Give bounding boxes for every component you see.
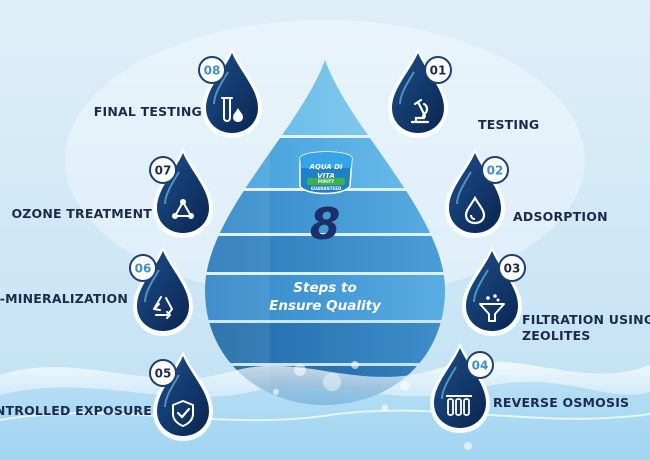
- water-drop-icon: [464, 195, 486, 225]
- brand-logo: [299, 151, 353, 195]
- step-07-number: 07: [155, 164, 172, 178]
- shield-check-icon: [172, 400, 194, 427]
- step-06-number: 06: [135, 262, 152, 276]
- drop-band-4: [205, 236, 445, 272]
- step-02-badge: 02: [481, 156, 509, 184]
- step-06-drop: 06: [129, 246, 193, 336]
- drop-band-3: [205, 191, 445, 233]
- step-drop-shape: [157, 153, 209, 233]
- step-01-badge: 01: [424, 56, 452, 84]
- tagline-line-1: Steps to: [293, 280, 357, 296]
- step-08-badge: 08: [198, 56, 226, 84]
- step-07-badge: 07: [149, 156, 177, 184]
- step-04-badge: 04: [466, 351, 494, 379]
- microscope-icon: [410, 98, 430, 124]
- step-02-number: 02: [487, 164, 504, 178]
- drop-band-5: [205, 275, 445, 320]
- step-08-number: 08: [204, 64, 221, 78]
- step-07-drop: 07: [149, 148, 213, 238]
- step-03-label-line2: ZEOLITES: [522, 328, 591, 343]
- tagline-line-2: Ensure Quality: [269, 298, 381, 314]
- step-drop-shape: [137, 251, 189, 331]
- step-01-label: TESTING: [478, 117, 540, 132]
- step-06-badge: 06: [129, 254, 157, 282]
- step-07-label: OZONE TREATMENT: [11, 206, 152, 221]
- step-05-drop: 05: [149, 351, 213, 441]
- step-drop-shape: [466, 251, 518, 331]
- funnel-filter-icon: [479, 294, 505, 322]
- step-04-number: 04: [472, 359, 489, 373]
- step-08-drop: 08: [198, 48, 262, 138]
- step-drop-shape: [157, 356, 209, 436]
- step-drops: 01 02 03 04 05 06 07 08: [129, 48, 526, 441]
- step-03-number: 03: [504, 262, 521, 276]
- steps-count: 8: [309, 199, 341, 250]
- step-06-label: RE-MINERALIZATION: [0, 291, 128, 306]
- step-03-drop: 03: [462, 246, 526, 336]
- test-tube-icon: [221, 97, 243, 122]
- logo-tagline: PURITY GUARANTEED: [310, 179, 342, 191]
- step-01-drop: 01: [388, 48, 452, 138]
- molecule-icon: [172, 199, 194, 219]
- logo-text: AQUA DI VITA: [309, 163, 343, 180]
- drop-band-6: [205, 323, 445, 363]
- step-drop-shape: [434, 348, 486, 428]
- step-05-label: CONTROLLED EXPOSURE: [0, 403, 152, 418]
- step-08-label: FINAL TESTING: [93, 104, 202, 119]
- step-drop-shape: [449, 153, 501, 233]
- step-02-drop: 02: [445, 148, 509, 238]
- step-05-number: 05: [155, 367, 172, 381]
- step-drop-shape: [206, 53, 258, 133]
- step-drop-shape: [392, 53, 444, 133]
- step-03-label-line1: FILTRATION USING: [522, 312, 650, 327]
- step-02-label: ADSORPTION: [513, 209, 608, 224]
- step-03-badge: 03: [498, 254, 526, 282]
- ro-filter-icon: [446, 395, 472, 416]
- step-05-badge: 05: [149, 359, 177, 387]
- step-04-drop: 04: [430, 343, 494, 433]
- step-01-number: 01: [430, 64, 447, 78]
- step-04-label: REVERSE OSMOSIS: [493, 395, 630, 410]
- recycle-icon: [153, 296, 173, 319]
